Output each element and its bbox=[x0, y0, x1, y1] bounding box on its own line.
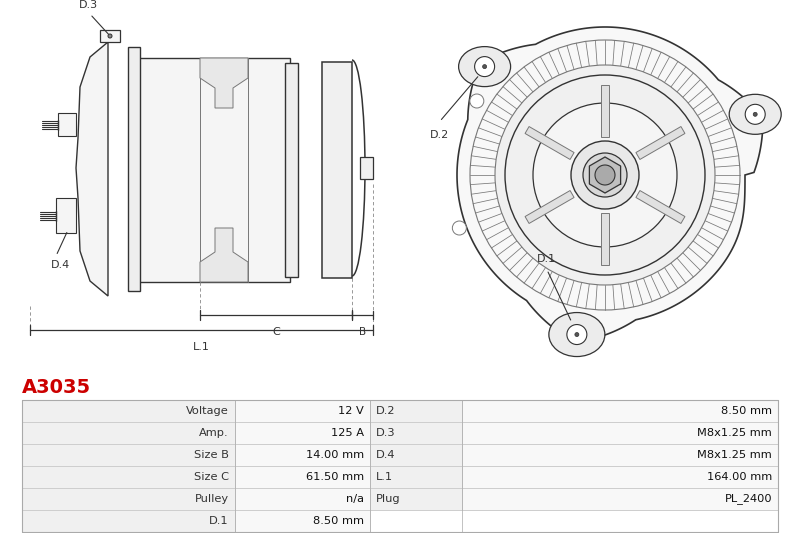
Text: D.2: D.2 bbox=[376, 406, 395, 416]
Bar bbox=[370, 466, 462, 488]
Text: Voltage: Voltage bbox=[186, 406, 229, 416]
Bar bbox=[370, 444, 462, 466]
Circle shape bbox=[533, 103, 677, 247]
Circle shape bbox=[575, 333, 579, 336]
Polygon shape bbox=[601, 213, 609, 265]
Text: 14.00 mm: 14.00 mm bbox=[306, 450, 364, 460]
Bar bbox=[235, 400, 370, 422]
Circle shape bbox=[482, 64, 486, 69]
Bar bbox=[22, 400, 235, 422]
Text: n/a: n/a bbox=[346, 494, 364, 504]
Polygon shape bbox=[128, 47, 140, 291]
Text: 12 V: 12 V bbox=[338, 406, 364, 416]
Bar bbox=[462, 444, 778, 466]
Text: Size B: Size B bbox=[194, 450, 229, 460]
Bar bbox=[462, 422, 778, 444]
Bar bbox=[235, 444, 370, 466]
Bar bbox=[462, 488, 778, 510]
Polygon shape bbox=[525, 190, 574, 223]
Bar bbox=[22, 444, 235, 466]
Bar bbox=[370, 488, 462, 510]
Polygon shape bbox=[636, 190, 685, 223]
Circle shape bbox=[754, 112, 758, 116]
Text: C: C bbox=[272, 327, 280, 337]
Circle shape bbox=[495, 65, 715, 285]
Circle shape bbox=[505, 75, 705, 275]
Circle shape bbox=[108, 34, 112, 38]
Text: Size C: Size C bbox=[194, 472, 229, 482]
Text: D.3: D.3 bbox=[78, 0, 98, 10]
Polygon shape bbox=[200, 58, 248, 108]
Text: L.1: L.1 bbox=[193, 342, 210, 352]
Ellipse shape bbox=[730, 94, 782, 134]
Bar bbox=[235, 466, 370, 488]
Text: A3035: A3035 bbox=[22, 378, 91, 397]
Polygon shape bbox=[76, 42, 108, 296]
Bar bbox=[22, 510, 235, 532]
Ellipse shape bbox=[549, 312, 605, 357]
Ellipse shape bbox=[458, 46, 510, 86]
Text: D.4: D.4 bbox=[376, 450, 395, 460]
Bar bbox=[370, 400, 462, 422]
Polygon shape bbox=[56, 198, 76, 233]
Circle shape bbox=[474, 56, 494, 77]
Polygon shape bbox=[58, 113, 76, 136]
Text: 164.00 mm: 164.00 mm bbox=[706, 472, 772, 482]
Text: 8.50 mm: 8.50 mm bbox=[721, 406, 772, 416]
Text: Amp.: Amp. bbox=[199, 428, 229, 438]
Bar bbox=[462, 466, 778, 488]
Circle shape bbox=[452, 221, 466, 235]
Text: Plug: Plug bbox=[376, 494, 401, 504]
Text: Pulley: Pulley bbox=[195, 494, 229, 504]
Circle shape bbox=[571, 141, 639, 209]
Circle shape bbox=[470, 94, 484, 108]
Bar bbox=[22, 466, 235, 488]
Text: B: B bbox=[359, 327, 366, 337]
Bar bbox=[370, 510, 778, 532]
Bar bbox=[22, 488, 235, 510]
Circle shape bbox=[583, 153, 627, 197]
Polygon shape bbox=[322, 62, 352, 278]
Polygon shape bbox=[360, 157, 373, 179]
Polygon shape bbox=[138, 58, 290, 282]
Bar bbox=[462, 400, 778, 422]
Text: D.3: D.3 bbox=[376, 428, 396, 438]
Bar bbox=[22, 422, 235, 444]
Polygon shape bbox=[200, 228, 248, 282]
Polygon shape bbox=[100, 30, 120, 42]
Text: D.1: D.1 bbox=[210, 516, 229, 526]
Polygon shape bbox=[636, 126, 685, 159]
Text: M8x1.25 mm: M8x1.25 mm bbox=[698, 450, 772, 460]
Polygon shape bbox=[285, 63, 298, 277]
Bar bbox=[235, 422, 370, 444]
Polygon shape bbox=[590, 157, 621, 193]
Bar bbox=[370, 422, 462, 444]
Bar bbox=[235, 488, 370, 510]
Polygon shape bbox=[601, 85, 609, 137]
Text: 125 A: 125 A bbox=[331, 428, 364, 438]
Text: D.1: D.1 bbox=[538, 254, 557, 263]
Text: M8x1.25 mm: M8x1.25 mm bbox=[698, 428, 772, 438]
Text: L.1: L.1 bbox=[376, 472, 393, 482]
Text: 8.50 mm: 8.50 mm bbox=[313, 516, 364, 526]
Polygon shape bbox=[525, 126, 574, 159]
Text: PL_2400: PL_2400 bbox=[724, 494, 772, 504]
Text: D.4: D.4 bbox=[50, 260, 70, 270]
Circle shape bbox=[595, 165, 615, 185]
Text: 61.50 mm: 61.50 mm bbox=[306, 472, 364, 482]
Text: D.2: D.2 bbox=[430, 130, 450, 140]
Polygon shape bbox=[457, 27, 763, 342]
Circle shape bbox=[746, 104, 766, 124]
Bar bbox=[235, 510, 370, 532]
Circle shape bbox=[567, 325, 587, 344]
